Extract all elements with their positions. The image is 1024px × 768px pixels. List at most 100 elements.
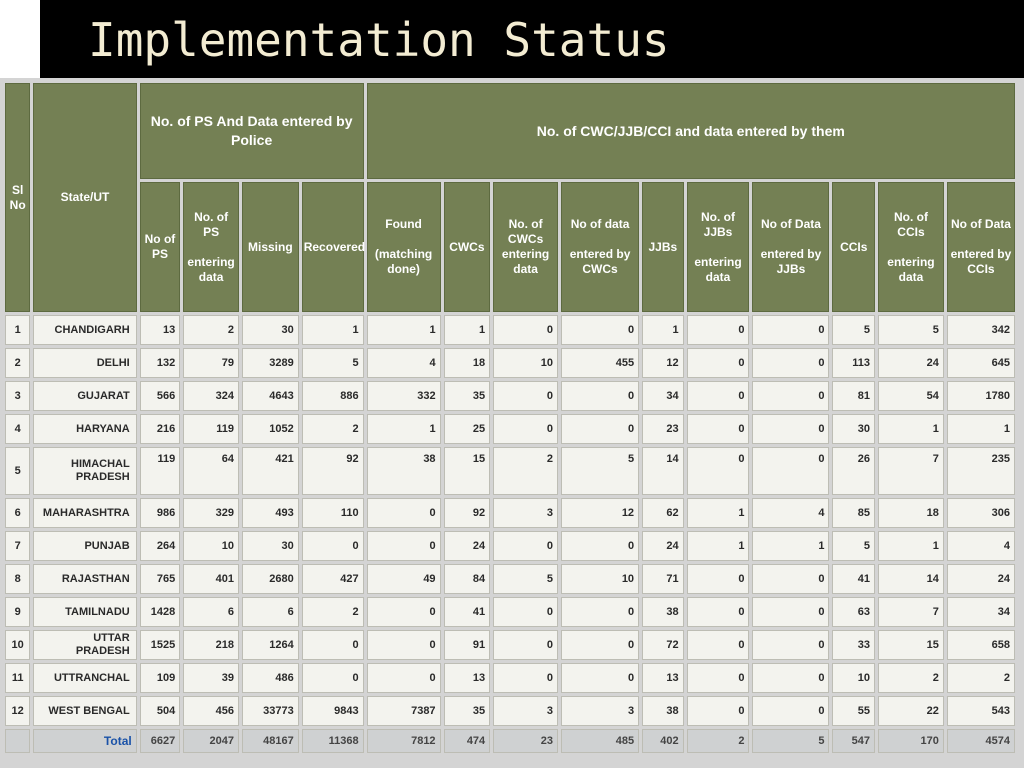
cell-value: 0 bbox=[366, 663, 441, 693]
cell-value: 62 bbox=[642, 498, 684, 528]
header-row-groups: Sl No State/UT No. of PS And Data entere… bbox=[5, 83, 1015, 312]
header-no-of-ps: No of PS bbox=[139, 182, 181, 312]
cell-value: 6 bbox=[241, 597, 299, 627]
cell-state: PUNJAB bbox=[33, 531, 137, 561]
cell-value: 34 bbox=[946, 597, 1015, 627]
cell-value: 0 bbox=[561, 663, 640, 693]
cell-value: 5 bbox=[878, 315, 944, 345]
table-row: 3 GUJARAT 566 324 4643 886 332 35 0 0 34 0 0 81 54 1780 bbox=[5, 381, 1015, 411]
slide-title: Implementation Status bbox=[88, 13, 670, 67]
cell-state: CHANDIGARH bbox=[33, 315, 137, 345]
cell-value: 2680 bbox=[241, 564, 299, 594]
cell-value: 72 bbox=[642, 630, 684, 660]
cell-value: 12 bbox=[642, 348, 684, 378]
cell-value: 0 bbox=[752, 414, 830, 444]
cell-value: 7 bbox=[878, 597, 944, 627]
cell-value: 0 bbox=[493, 315, 559, 345]
cell-state: HARYANA bbox=[33, 414, 137, 444]
table-row: 7 PUNJAB 264 10 30 0 0 24 0 0 24 1 1 5 1 4 bbox=[5, 531, 1015, 561]
cell-value: 30 bbox=[241, 531, 299, 561]
total-value: 48167 bbox=[241, 729, 299, 753]
cell-value: 54 bbox=[878, 381, 944, 411]
cell-value: 4 bbox=[946, 531, 1015, 561]
cell-sl-no: 4 bbox=[5, 414, 31, 444]
cell-value: 0 bbox=[752, 597, 830, 627]
cell-value: 0 bbox=[752, 696, 830, 726]
header-missing: Missing bbox=[241, 182, 299, 312]
cell-sl-no: 6 bbox=[5, 498, 31, 528]
cell-value: 24 bbox=[642, 531, 684, 561]
cell-value: 41 bbox=[443, 597, 491, 627]
cell-value: 493 bbox=[241, 498, 299, 528]
total-value: 402 bbox=[642, 729, 684, 753]
cell-value: 38 bbox=[642, 696, 684, 726]
cell-value: 0 bbox=[493, 531, 559, 561]
cell-value: 35 bbox=[443, 381, 491, 411]
cell-value: 0 bbox=[752, 564, 830, 594]
cell-value: 119 bbox=[183, 414, 239, 444]
header-data-by-ccis: No of Data entered by CCIs bbox=[946, 182, 1015, 312]
cell-value: 5 bbox=[301, 348, 364, 378]
header-cwcs-entering-data: No. of CWCs entering data bbox=[493, 182, 559, 312]
header-row-columns: No of PS No. of PS entering data Missing … bbox=[5, 182, 1015, 312]
cell-value: 0 bbox=[366, 597, 441, 627]
cell-value: 13 bbox=[642, 663, 684, 693]
cell-value: 332 bbox=[366, 381, 441, 411]
cell-value: 645 bbox=[946, 348, 1015, 378]
cell-value: 33773 bbox=[241, 696, 299, 726]
cell-value: 41 bbox=[832, 564, 876, 594]
cell-value: 1 bbox=[878, 414, 944, 444]
total-blank-cell bbox=[5, 729, 31, 753]
cell-value: 55 bbox=[832, 696, 876, 726]
cell-value: 92 bbox=[301, 447, 364, 495]
cell-value: 886 bbox=[301, 381, 364, 411]
cell-sl-no: 3 bbox=[5, 381, 31, 411]
cell-value: 306 bbox=[946, 498, 1015, 528]
cell-value: 35 bbox=[443, 696, 491, 726]
title-bar bbox=[40, 0, 1024, 78]
cell-value: 5 bbox=[832, 315, 876, 345]
cell-value: 63 bbox=[832, 597, 876, 627]
cell-state: GUJARAT bbox=[33, 381, 137, 411]
cell-value: 0 bbox=[686, 564, 750, 594]
cell-sl-no: 9 bbox=[5, 597, 31, 627]
cell-value: 4 bbox=[366, 348, 441, 378]
cell-value: 0 bbox=[301, 663, 364, 693]
cell-value: 0 bbox=[366, 531, 441, 561]
header-ccis: CCIs bbox=[832, 182, 876, 312]
cell-value: 38 bbox=[366, 447, 441, 495]
cell-value: 0 bbox=[686, 315, 750, 345]
cell-value: 30 bbox=[832, 414, 876, 444]
cell-value: 1780 bbox=[946, 381, 1015, 411]
cell-value: 25 bbox=[443, 414, 491, 444]
cell-value: 49 bbox=[366, 564, 441, 594]
cell-value: 64 bbox=[183, 447, 239, 495]
cell-value: 486 bbox=[241, 663, 299, 693]
table-row: 1 CHANDIGARH 13 2 30 1 1 1 0 0 1 0 0 5 5 342 bbox=[5, 315, 1015, 345]
cell-value: 421 bbox=[241, 447, 299, 495]
cell-value: 7 bbox=[878, 447, 944, 495]
cell-value: 2 bbox=[301, 414, 364, 444]
cell-sl-no: 1 bbox=[5, 315, 31, 345]
cell-value: 0 bbox=[686, 447, 750, 495]
cell-value: 1 bbox=[946, 414, 1015, 444]
cell-value: 34 bbox=[642, 381, 684, 411]
cell-value: 0 bbox=[561, 315, 640, 345]
cell-state: TAMILNADU bbox=[33, 597, 137, 627]
cell-value: 79 bbox=[183, 348, 239, 378]
cell-sl-no: 2 bbox=[5, 348, 31, 378]
total-value: 2 bbox=[686, 729, 750, 753]
cell-value: 22 bbox=[878, 696, 944, 726]
cell-value: 0 bbox=[561, 414, 640, 444]
cell-value: 3289 bbox=[241, 348, 299, 378]
cell-state: RAJASTHAN bbox=[33, 564, 137, 594]
header-sl-no: Sl No bbox=[5, 83, 31, 312]
total-value: 170 bbox=[878, 729, 944, 753]
cell-value: 0 bbox=[752, 663, 830, 693]
cell-value: 24 bbox=[946, 564, 1015, 594]
cell-value: 30 bbox=[241, 315, 299, 345]
cell-value: 543 bbox=[946, 696, 1015, 726]
cell-value: 401 bbox=[183, 564, 239, 594]
cell-value: 26 bbox=[832, 447, 876, 495]
total-value: 4574 bbox=[946, 729, 1015, 753]
